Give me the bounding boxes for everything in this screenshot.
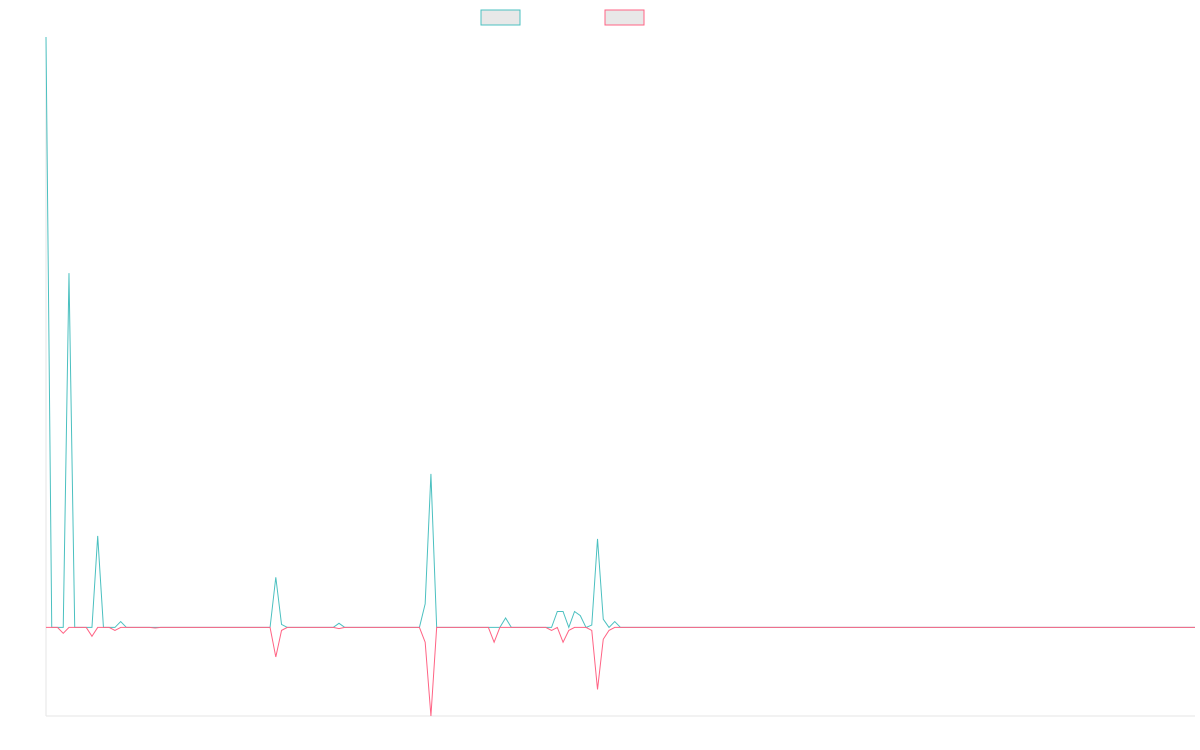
legend-swatch-2 bbox=[604, 9, 645, 26]
series-line-1 bbox=[45, 36, 1195, 629]
series-line-2 bbox=[46, 626, 1195, 717]
axes bbox=[45, 37, 1195, 717]
legend-swatch-1 bbox=[480, 9, 521, 26]
series-layer bbox=[45, 36, 1195, 717]
legend bbox=[480, 9, 645, 26]
